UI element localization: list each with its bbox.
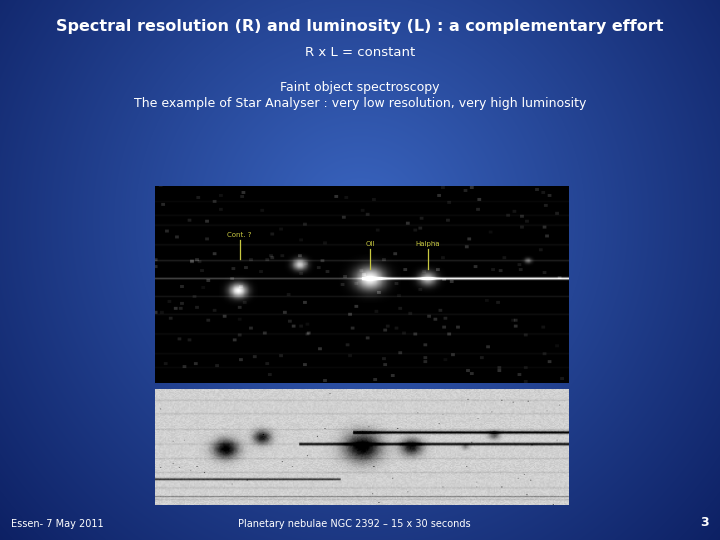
Text: 3: 3 bbox=[701, 516, 709, 529]
Text: OII: OII bbox=[365, 241, 375, 247]
Text: Halpha: Halpha bbox=[415, 241, 441, 247]
Text: The example of Star Analyser : very low resolution, very high luminosity: The example of Star Analyser : very low … bbox=[134, 97, 586, 110]
Text: R x L = constant: R x L = constant bbox=[305, 46, 415, 59]
Text: Essen- 7 May 2011: Essen- 7 May 2011 bbox=[11, 519, 104, 529]
Text: Planetary nebulae NGC 2392 – 15 x 30 seconds: Planetary nebulae NGC 2392 – 15 x 30 sec… bbox=[238, 519, 470, 529]
Text: Faint object spectroscopy: Faint object spectroscopy bbox=[280, 81, 440, 94]
Text: Cont. ?: Cont. ? bbox=[228, 232, 252, 238]
Text: Spectral resolution (R) and luminosity (L) : a complementary effort: Spectral resolution (R) and luminosity (… bbox=[56, 19, 664, 34]
